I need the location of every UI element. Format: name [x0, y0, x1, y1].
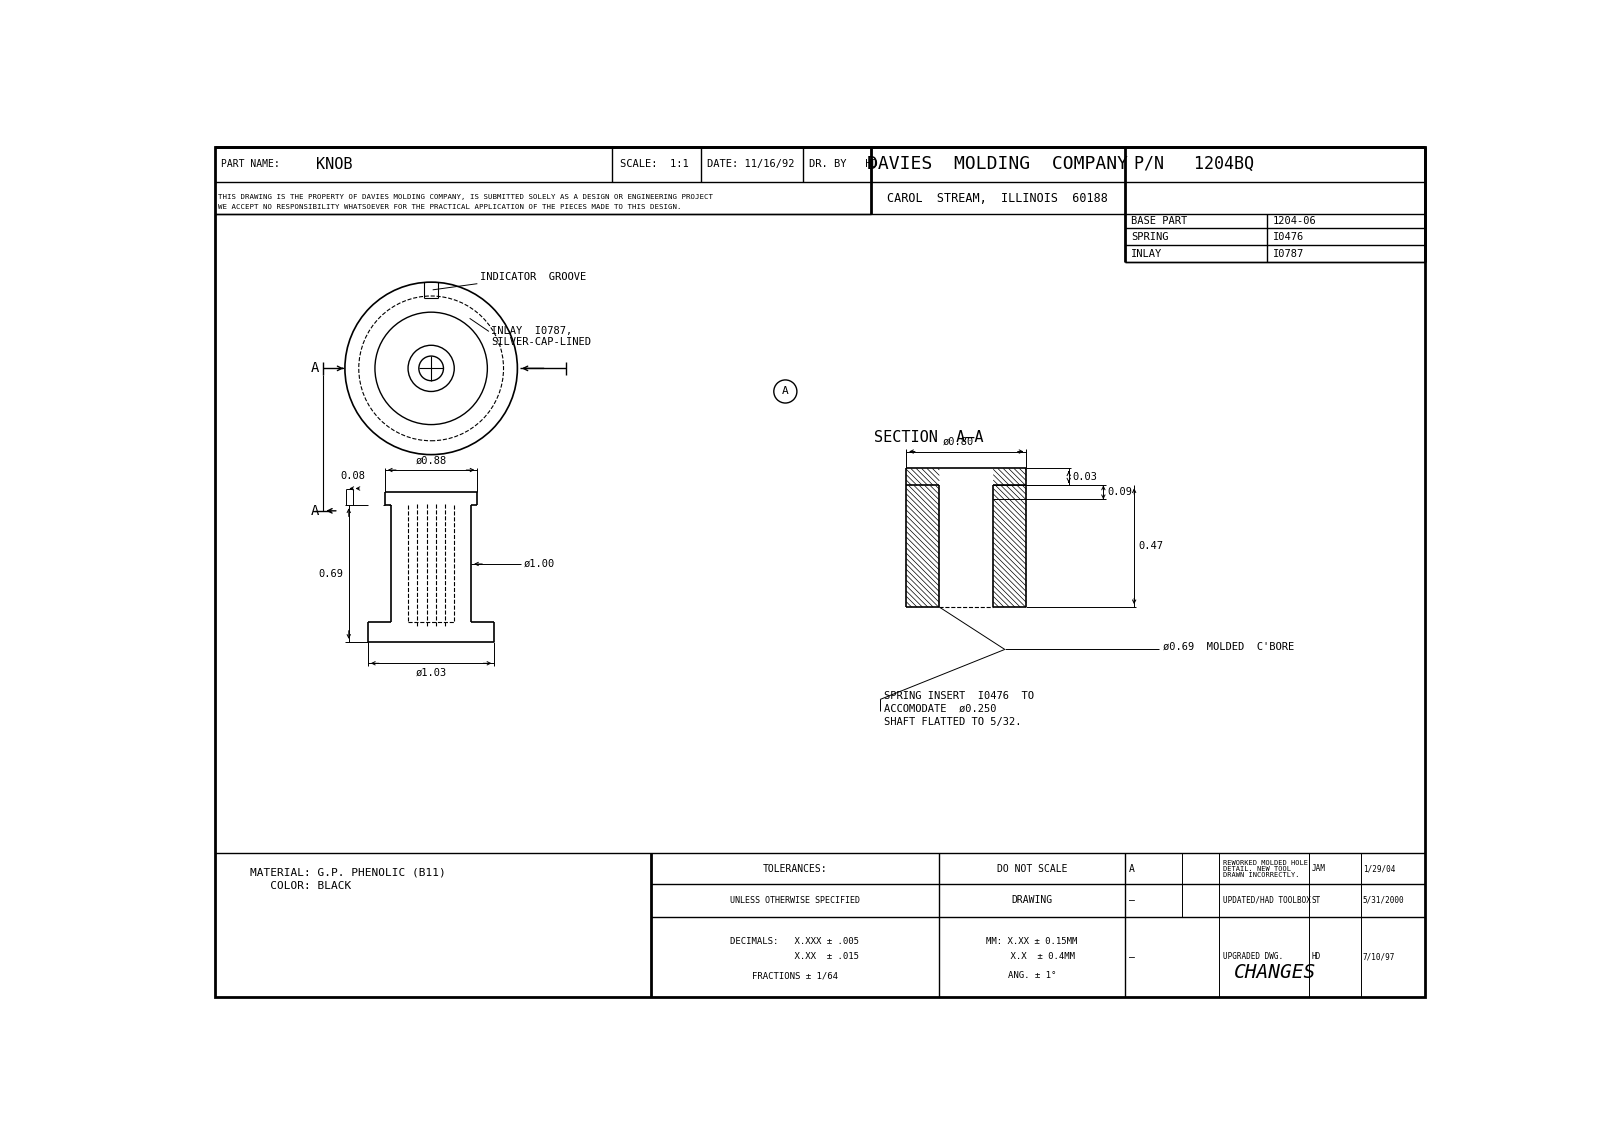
Text: INDICATOR  GROOVE: INDICATOR GROOVE — [480, 272, 586, 282]
Text: DRAWN INCORRECTLY.: DRAWN INCORRECTLY. — [1222, 872, 1299, 878]
Text: JAM: JAM — [1312, 865, 1325, 874]
Text: X.X  ± 0.4MM: X.X ± 0.4MM — [989, 952, 1075, 961]
Text: SILVER-CAP-LINED: SILVER-CAP-LINED — [491, 337, 592, 348]
Text: INLAY  I0787,: INLAY I0787, — [491, 326, 573, 336]
Text: HD: HD — [1312, 952, 1320, 961]
Text: I0476: I0476 — [1272, 232, 1304, 242]
Text: SCALE:  1:1: SCALE: 1:1 — [619, 160, 688, 170]
Text: WE ACCEPT NO RESPONSIBILITY WHATSOEVER FOR THE PRACTICAL APPLICATION OF THE PIEC: WE ACCEPT NO RESPONSIBILITY WHATSOEVER F… — [218, 204, 682, 209]
Text: ST: ST — [1312, 895, 1320, 904]
Text: CHANGES: CHANGES — [1234, 962, 1317, 981]
Text: DECIMALS:   X.XXX ± .005: DECIMALS: X.XXX ± .005 — [731, 937, 859, 945]
Text: DRAWING: DRAWING — [1011, 895, 1053, 906]
Text: ø1.03: ø1.03 — [416, 668, 446, 678]
Text: CAROL  STREAM,  ILLINOIS  60188: CAROL STREAM, ILLINOIS 60188 — [888, 191, 1109, 205]
Text: MATERIAL: G.P. PHENOLIC (B11): MATERIAL: G.P. PHENOLIC (B11) — [250, 868, 446, 877]
Text: DETAIL. NEW TOOL: DETAIL. NEW TOOL — [1222, 866, 1291, 872]
Text: 0.47: 0.47 — [1138, 541, 1163, 551]
Text: A: A — [1128, 864, 1134, 874]
Text: 7/10/97: 7/10/97 — [1363, 952, 1395, 961]
Text: 5/31/2000: 5/31/2000 — [1363, 895, 1405, 904]
Text: ø0.69  MOLDED  C'BORE: ø0.69 MOLDED C'BORE — [1163, 642, 1294, 652]
Text: SHAFT FLATTED TO 5/32.: SHAFT FLATTED TO 5/32. — [883, 717, 1021, 727]
Text: ANG. ± 1°: ANG. ± 1° — [1008, 971, 1056, 980]
Text: MM: X.XX ± 0.15MM: MM: X.XX ± 0.15MM — [987, 937, 1078, 945]
Text: SPRING: SPRING — [1131, 232, 1168, 242]
Text: ø0.80: ø0.80 — [944, 437, 974, 447]
Text: P/N   1204BQ: P/N 1204BQ — [1134, 155, 1254, 173]
Text: ACCOMODATE  ø0.250: ACCOMODATE ø0.250 — [883, 704, 997, 713]
Text: BASE PART: BASE PART — [1131, 216, 1187, 226]
Text: A: A — [310, 504, 320, 517]
Text: 0.09: 0.09 — [1107, 488, 1133, 497]
Text: A: A — [310, 361, 320, 376]
Text: 0.69: 0.69 — [318, 568, 344, 578]
Text: REWORKED MOLDED HOLE: REWORKED MOLDED HOLE — [1222, 859, 1307, 866]
Text: 1/29/04: 1/29/04 — [1363, 865, 1395, 874]
Text: 0.03: 0.03 — [1072, 472, 1098, 482]
Text: DO NOT SCALE: DO NOT SCALE — [997, 864, 1067, 874]
Text: SPRING INSERT  I0476  TO: SPRING INSERT I0476 TO — [883, 691, 1034, 701]
Text: PART NAME:: PART NAME: — [221, 160, 280, 170]
Text: X.XX  ± .015: X.XX ± .015 — [731, 952, 859, 961]
Text: KNOB: KNOB — [315, 157, 352, 172]
Text: UPGRADED DWG.: UPGRADED DWG. — [1222, 952, 1283, 961]
Text: –: – — [1128, 952, 1134, 962]
Text: COLOR: BLACK: COLOR: BLACK — [250, 881, 352, 891]
Text: 0.08: 0.08 — [341, 471, 365, 481]
Text: THIS DRAWING IS THE PROPERTY OF DAVIES MOLDING COMPANY, IS SUBMITTED SOLELY AS A: THIS DRAWING IS THE PROPERTY OF DAVIES M… — [218, 195, 714, 200]
Text: FRACTIONS ± 1/64: FRACTIONS ± 1/64 — [752, 971, 838, 980]
Text: A: A — [782, 386, 789, 396]
Text: ø0.88: ø0.88 — [416, 455, 446, 465]
Text: 1204-06: 1204-06 — [1272, 216, 1317, 226]
Text: DATE: 11/16/92: DATE: 11/16/92 — [707, 160, 794, 170]
Text: ø1.00: ø1.00 — [523, 559, 555, 569]
Text: I0787: I0787 — [1272, 249, 1304, 258]
Text: TOLERANCES:: TOLERANCES: — [763, 864, 827, 874]
Text: INLAY: INLAY — [1131, 249, 1162, 258]
Text: DAVIES  MOLDING  COMPANY: DAVIES MOLDING COMPANY — [867, 155, 1128, 173]
Text: DR. BY   HD: DR. BY HD — [810, 160, 878, 170]
Text: SECTION  A–A: SECTION A–A — [874, 430, 984, 445]
Text: UPDATED/HAD TOOLBOX: UPDATED/HAD TOOLBOX — [1222, 895, 1310, 904]
Text: UNLESS OTHERWISE SPECIFIED: UNLESS OTHERWISE SPECIFIED — [730, 895, 859, 904]
Text: –: – — [1128, 895, 1134, 906]
